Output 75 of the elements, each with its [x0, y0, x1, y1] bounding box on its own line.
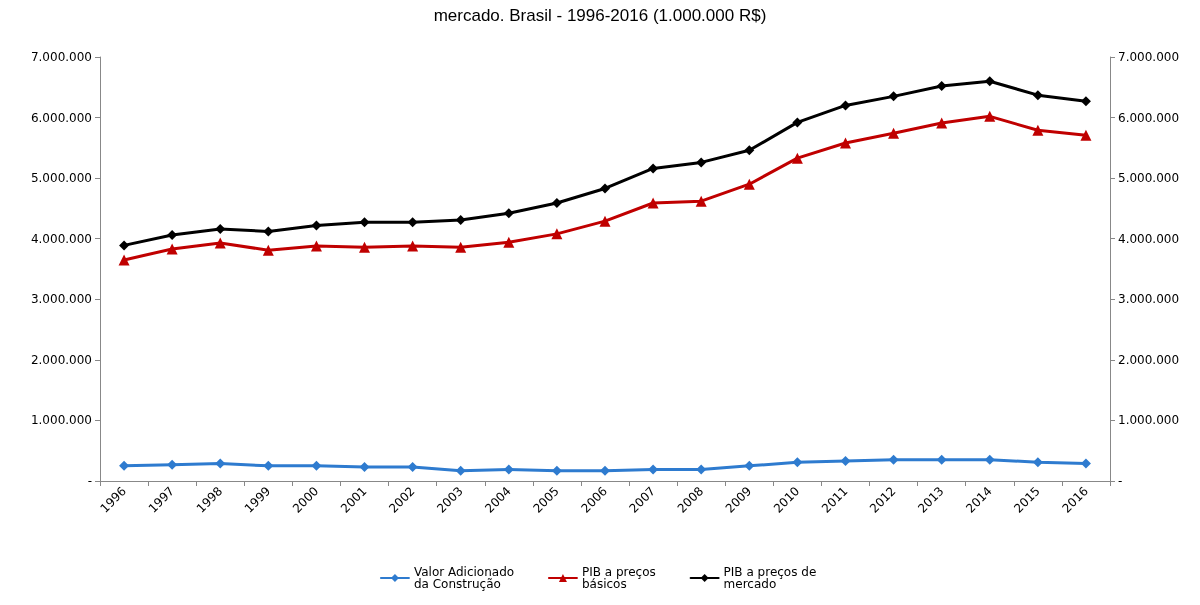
point	[1032, 124, 1044, 136]
point	[744, 145, 755, 156]
point	[119, 240, 130, 251]
point	[599, 215, 611, 227]
point	[600, 183, 610, 194]
point	[263, 460, 274, 471]
point	[695, 195, 707, 207]
point	[551, 228, 563, 240]
point	[359, 462, 370, 473]
y2-tick-label: 5.000.000	[1118, 171, 1180, 186]
point	[455, 241, 467, 253]
legend-label: Valor Adicionado da Construção	[413, 565, 518, 591]
point	[600, 465, 610, 476]
point	[503, 236, 515, 248]
point	[311, 220, 322, 231]
point	[359, 217, 370, 228]
y-tick-label: 2.000.000	[30, 352, 92, 367]
point	[696, 157, 707, 168]
point	[359, 241, 371, 253]
y2-tick-label: -	[1118, 474, 1123, 488]
legend-label: PIB a preços básicos	[581, 565, 660, 591]
point	[166, 243, 178, 255]
point	[743, 178, 755, 190]
y2-tick-label: 3.000.000	[1118, 292, 1180, 307]
point	[407, 240, 419, 252]
point	[984, 454, 995, 465]
point	[936, 81, 947, 92]
point	[888, 91, 899, 102]
point	[215, 458, 226, 469]
point	[936, 117, 948, 129]
point	[791, 152, 803, 164]
point	[407, 217, 418, 228]
y-tick-label: 5.000.000	[30, 171, 92, 186]
y-tick-label: 4.000.000	[30, 231, 92, 246]
point	[407, 462, 418, 473]
y-tick-label: 1.000.000	[30, 413, 92, 428]
y-tick-label: 7.000.000	[30, 50, 92, 64]
point	[262, 244, 274, 256]
point	[984, 76, 995, 87]
y2-tick-label: 2.000.000	[1118, 352, 1180, 367]
point	[647, 197, 659, 209]
y2-tick-label: 6.000.000	[1118, 110, 1180, 125]
point	[888, 127, 900, 139]
point	[840, 456, 851, 467]
point	[1080, 129, 1092, 141]
point	[648, 163, 659, 174]
point	[792, 117, 803, 128]
point	[696, 464, 707, 475]
point	[888, 454, 899, 465]
point	[503, 464, 514, 475]
point	[118, 254, 130, 266]
point	[792, 457, 803, 468]
point	[984, 110, 996, 122]
y2-tick-label: 4.000.000	[1118, 231, 1180, 246]
y-tick-label: 3.000.000	[30, 292, 92, 307]
legend-label: PIB a preços de mercado	[723, 565, 821, 591]
y2-tick-label: 7.000.000	[1118, 50, 1180, 64]
point	[310, 240, 322, 252]
chart-title: mercado. Brasil - 1996-2016 (1.000.000 R$)	[433, 6, 767, 25]
point	[263, 226, 274, 237]
point	[1032, 457, 1043, 468]
y-tick-label: -	[87, 474, 92, 488]
point	[455, 214, 466, 225]
point	[1080, 96, 1091, 107]
y2-tick-label: 1.000.000	[1118, 413, 1180, 428]
point	[839, 137, 851, 149]
point	[455, 465, 466, 476]
point	[214, 237, 226, 249]
point	[311, 460, 322, 471]
point	[551, 197, 562, 208]
point	[503, 208, 514, 219]
point	[936, 454, 947, 465]
y-tick-label: 6.000.000	[30, 110, 92, 125]
point	[1032, 90, 1043, 101]
point	[840, 100, 851, 111]
